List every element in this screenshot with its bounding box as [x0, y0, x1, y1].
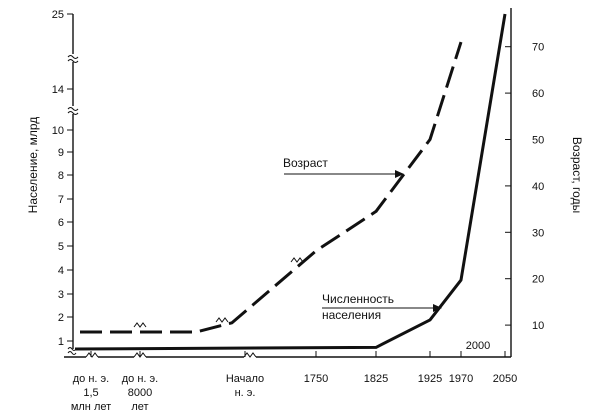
axis-break-mark: [243, 352, 257, 358]
x-tick-label-c3: 1750: [304, 373, 328, 385]
left-tick-label-10: 10: [52, 125, 64, 137]
annotation-label-age: Возраст: [283, 156, 328, 170]
x-tick-label-c7: 2050: [493, 373, 517, 385]
left-tick-label-14: 14: [52, 84, 64, 96]
left-tick-label-2: 2: [58, 312, 64, 324]
right-tick-label-10: 10: [532, 320, 544, 332]
x-tick-label-c4: 1825: [364, 373, 388, 385]
x-tick-label-c1: до н. э. 8000 лет: [122, 373, 158, 413]
axis-break-mark: [290, 257, 304, 263]
left-axis-break-mark: [67, 347, 77, 355]
left-tick-label-25: 25: [52, 9, 64, 21]
x-tick-label-c5: 1925: [418, 373, 442, 385]
right-tick-label-30: 30: [532, 227, 544, 239]
x-tick-label-line: до н. э.: [73, 373, 109, 385]
left-axis-break-gap: [69, 54, 77, 62]
x-tick-label-line: 2050: [493, 373, 517, 385]
left-tick-label-4: 4: [58, 265, 64, 277]
left-axis-break-mark: [67, 107, 79, 115]
x-axis-ticks: до н. э. 1,5 млн лет до н. э. 8000 лет Начало н…: [71, 340, 517, 413]
left-tick-label-6: 6: [58, 217, 64, 229]
annotation-label-population: Численность населения: [322, 292, 394, 322]
left-tick-label-7: 7: [58, 194, 64, 206]
left-axis-ticks: 1 2 3 4 5 6 7 8 9 10 14 25: [52, 9, 73, 348]
annotation-label-line: населения: [322, 308, 381, 322]
x-tick-label-line: 8000: [128, 387, 152, 399]
left-axis-break-gap: [69, 106, 77, 114]
right-axis-title: Возраст, годы: [570, 137, 584, 213]
x-tick-label-2000: 2000: [466, 340, 490, 352]
x-tick-label-line: 1825: [364, 373, 388, 385]
x-tick-label-line: н. э.: [235, 387, 256, 399]
right-tick-label-70: 70: [532, 42, 544, 54]
right-tick-label-40: 40: [532, 181, 544, 193]
x-tick-label-line: млн лет: [71, 401, 111, 413]
x-tick-label-line: 1925: [418, 373, 442, 385]
series-lines: [74, 13, 507, 351]
x-tick-label-line: 1970: [449, 373, 473, 385]
axis-break-mark: [215, 317, 229, 323]
annotations: Возраст Численность населения: [283, 156, 442, 322]
right-tick-label-60: 60: [532, 88, 544, 100]
axes: [64, 8, 512, 362]
left-tick-label-9: 9: [58, 147, 64, 159]
left-tick-label-5: 5: [58, 241, 64, 253]
left-axis-break-mark: [67, 55, 79, 63]
left-tick-label-8: 8: [58, 170, 64, 182]
x-tick-label-line: Начало: [226, 373, 264, 385]
series-line-population: [74, 13, 507, 351]
axis-break-mark: [133, 322, 147, 328]
right-tick-label-20: 20: [532, 274, 544, 286]
x-tick-label-line: лет: [131, 401, 148, 413]
series-line-age: [80, 41, 463, 334]
left-axis-title: Население, млрд: [26, 117, 40, 214]
x-tick-label-c2: Начало н. э.: [226, 373, 264, 399]
x-tick-label-line: 1,5: [83, 387, 98, 399]
annotation-label-line: Численность: [322, 292, 394, 306]
x-tick-label-line: до н. э.: [122, 373, 158, 385]
x-tick-label-c0: до н. э. 1,5 млн лет: [71, 373, 111, 413]
x-tick-label-line: 1750: [304, 373, 328, 385]
right-tick-label-50: 50: [532, 135, 544, 147]
left-tick-label-1: 1: [58, 336, 64, 348]
axis-break-mark: [85, 352, 99, 358]
x-tick-label-c6: 1970: [449, 373, 473, 385]
right-axis-ticks: 10 20 30 40 50 60 70: [505, 42, 544, 332]
left-tick-label-3: 3: [58, 289, 64, 301]
